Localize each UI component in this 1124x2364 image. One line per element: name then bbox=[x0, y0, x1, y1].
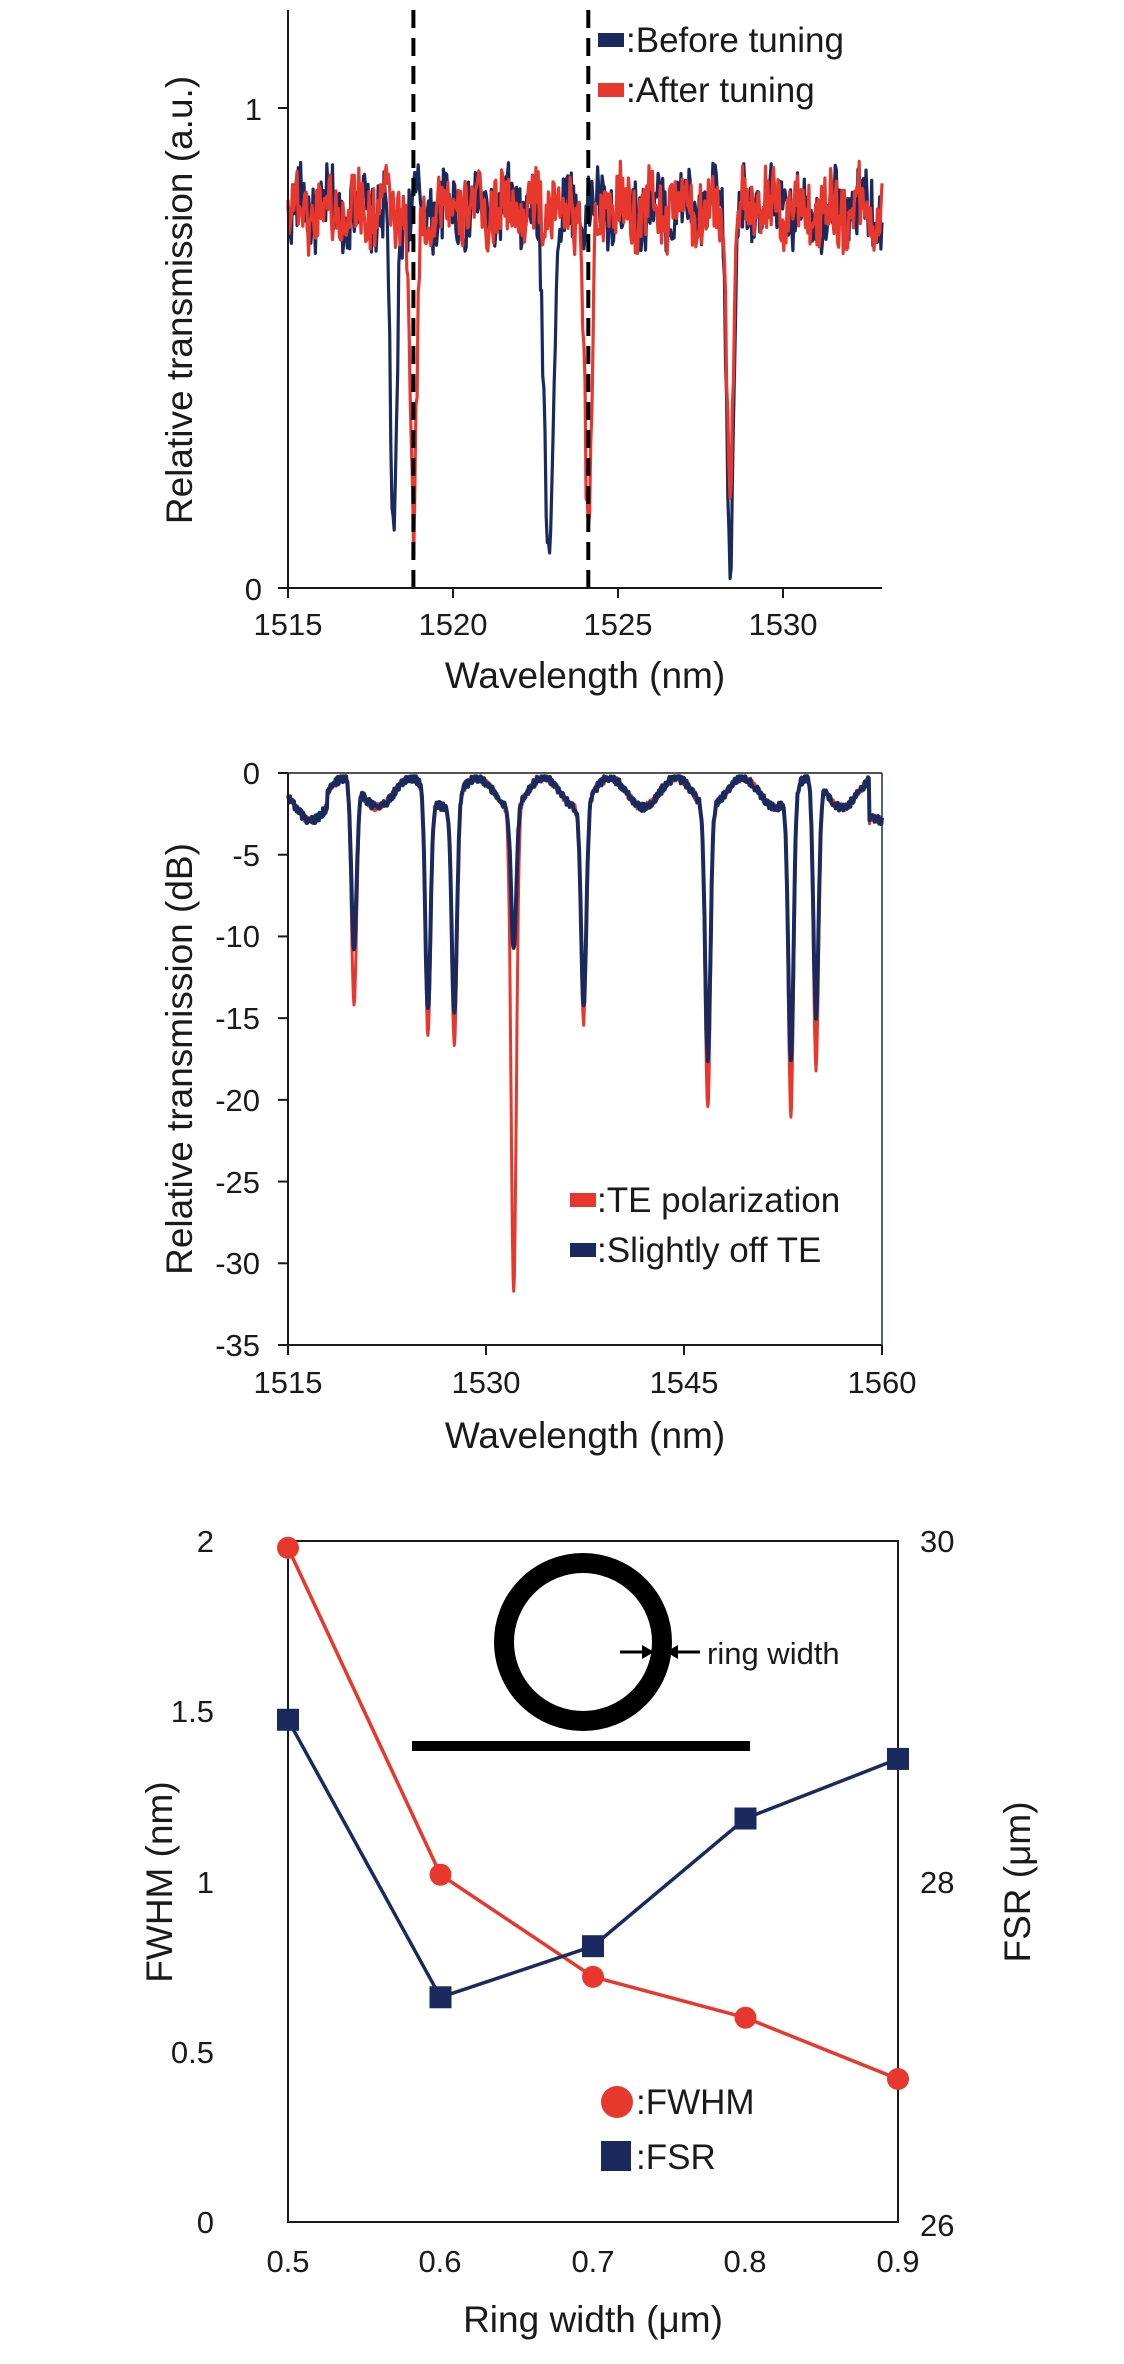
chart-2-y-tick-label: 0 bbox=[243, 756, 260, 791]
chart-3-y-axis-label: FWHM (nm) bbox=[139, 1781, 180, 1982]
chart-3-y-tick-label: 1.5 bbox=[171, 1694, 214, 1729]
chart-3-point-fsr bbox=[582, 1935, 604, 1958]
chart-2-y-tick-label: -35 bbox=[215, 1328, 260, 1363]
chart-2-y-tick-label: -5 bbox=[232, 838, 260, 873]
chart-3-y-ticks: 0 0.5 1 1.5 2 bbox=[171, 1524, 214, 2240]
chart-2-legend-offte: :Slightly off TE bbox=[597, 1231, 821, 1270]
chart-1-y-axis-label: Relative transmission (a.u.) bbox=[159, 76, 200, 524]
chart-1-legend-after: :After tuning bbox=[626, 71, 815, 110]
chart-3-plot-data bbox=[277, 1536, 909, 2090]
arrow-left-head-icon bbox=[642, 1645, 654, 1659]
chart-3-point-fwhm bbox=[429, 1863, 452, 1886]
chart-3-legend-marker-fwhm bbox=[601, 2086, 633, 2118]
chart-3-legend-marker-fsr bbox=[601, 2141, 631, 2171]
chart-3-y2-tick-label: 28 bbox=[920, 1865, 954, 1900]
arrow-right-head-icon bbox=[666, 1645, 678, 1659]
chart-3-x-tick-label: 0.8 bbox=[723, 2244, 766, 2279]
chart-3-y-tick-label: 2 bbox=[197, 1524, 214, 1559]
chart-2-y-tick-label: -10 bbox=[215, 919, 260, 954]
chart-1-series-line bbox=[286, 159, 884, 558]
chart-2-x-tick-label: 1560 bbox=[848, 1365, 917, 1400]
chart-3-point-fwhm bbox=[277, 1536, 299, 1559]
chart-2-x-tick-label: 1530 bbox=[452, 1365, 521, 1400]
chart-2-legend-swatch-offte bbox=[570, 1243, 596, 1257]
chart-1-x-axis-label: Wavelength (nm) bbox=[445, 655, 725, 696]
chart-2-x-tick-label: 1545 bbox=[650, 1365, 719, 1400]
chart-2-plot-data bbox=[286, 774, 884, 1293]
chart-1-plot-data bbox=[286, 159, 884, 581]
chart-3-point-fwhm bbox=[734, 2006, 757, 2029]
chart-2-y-ticks: 0 -5 -10 -15 -20 -25 -30 -35 bbox=[215, 756, 288, 1363]
chart-2-x-ticks: 1515 1530 1545 1560 bbox=[254, 1345, 917, 1400]
chart-2-y-axis-label: Relative transmission (dB) bbox=[159, 843, 200, 1275]
chart-2-x-tick-label: 1515 bbox=[254, 1365, 323, 1400]
chart-2-series-line bbox=[286, 774, 884, 1064]
chart-3-y2-tick-label: 26 bbox=[920, 2208, 954, 2243]
chart-2-legend-swatch-te bbox=[570, 1193, 596, 1207]
chart-3-point-fwhm bbox=[582, 1965, 604, 1988]
chart-3-point-fsr bbox=[887, 1747, 909, 1770]
ring-icon bbox=[494, 1553, 672, 1731]
chart-3-frame bbox=[287, 1540, 899, 2223]
chart-3-x-tick-label: 0.7 bbox=[571, 2244, 614, 2279]
chart-1: 1515 1520 1525 1530 0 1 Wavelength (nm) … bbox=[159, 10, 884, 696]
chart-2-y-tick-label: -30 bbox=[215, 1246, 260, 1281]
chart-1-x-ticks: 1515 1520 1525 1530 bbox=[254, 588, 818, 642]
ring-width-label: ring width bbox=[707, 1636, 840, 1671]
chart-3-x-ticks: 0.5 0.6 0.7 0.8 0.9 bbox=[266, 2244, 919, 2279]
chart-1-y-tick-label: 1 bbox=[245, 92, 262, 127]
chart-3-point-fsr bbox=[429, 1986, 452, 2009]
chart-2-y-tick-label: -15 bbox=[215, 1001, 260, 1036]
chart-3-x-axis-label: Ring width (μm) bbox=[463, 2299, 723, 2340]
chart-3-y-tick-label: 0.5 bbox=[171, 2035, 214, 2070]
chart-3-x-tick-label: 0.9 bbox=[876, 2244, 919, 2279]
chart-1-vlines bbox=[411, 10, 591, 588]
chart-1-series-line bbox=[286, 160, 884, 581]
chart-1-x-tick-label: 1520 bbox=[419, 607, 488, 642]
chart-1-legend-before: :Before tuning bbox=[626, 21, 844, 60]
chart-2: 1515 1530 1545 1560 0 -5 -10 -15 -20 -25… bbox=[159, 756, 916, 1456]
chart-1-x-tick-label: 1530 bbox=[749, 607, 818, 642]
chart-1-x-tick-label: 1515 bbox=[254, 607, 323, 642]
chart-2-y-tick-label: -25 bbox=[215, 1165, 260, 1200]
chart-3-series-line bbox=[286, 1547, 899, 2081]
chart-1-x-tick-label: 1525 bbox=[584, 607, 653, 642]
chart-3-x-tick-label: 0.5 bbox=[266, 2244, 309, 2279]
chart-3-y-tick-label: 0 bbox=[197, 2205, 214, 2240]
chart-3-legend-fsr: :FSR bbox=[636, 2138, 716, 2177]
chart-2-y-tick-label: -20 bbox=[215, 1083, 260, 1118]
chart-3-point-fsr bbox=[734, 1807, 757, 1830]
chart-3-y2-ticks: 26 28 30 bbox=[920, 1524, 954, 2243]
chart-1-y-tick-label: 0 bbox=[245, 572, 262, 607]
chart-1-legend-swatch-before bbox=[598, 33, 624, 47]
chart-2-legend-te: :TE polarization bbox=[597, 1181, 840, 1220]
chart-3-y-tick-label: 1 bbox=[197, 1865, 214, 1900]
chart-3-y2-axis-label: FSR (μm) bbox=[997, 1801, 1038, 1962]
chart-2-legend: :TE polarization :Slightly off TE bbox=[570, 1181, 840, 1270]
chart-3-point-fwhm bbox=[887, 2067, 909, 2090]
chart-3-x-tick-label: 0.6 bbox=[418, 2244, 461, 2279]
chart-1-y-ticks: 0 1 bbox=[245, 92, 288, 607]
chart-3-point-fsr bbox=[277, 1708, 299, 1731]
chart-2-x-axis-label: Wavelength (nm) bbox=[445, 1415, 725, 1456]
chart-3-inset-ring: ring width bbox=[412, 1553, 840, 1751]
chart-3: ring width 0.5 0.6 0.7 0.8 0.9 0 0.5 1 1… bbox=[139, 1524, 1038, 2340]
chart-3-y2-tick-label: 30 bbox=[920, 1524, 954, 1559]
chart-1-legend-swatch-after bbox=[598, 83, 624, 97]
chart-3-legend-fwhm: :FWHM bbox=[636, 2083, 755, 2122]
chart-3-legend: :FWHM :FSR bbox=[601, 2083, 755, 2177]
chart-1-legend: :Before tuning :After tuning bbox=[598, 21, 844, 110]
